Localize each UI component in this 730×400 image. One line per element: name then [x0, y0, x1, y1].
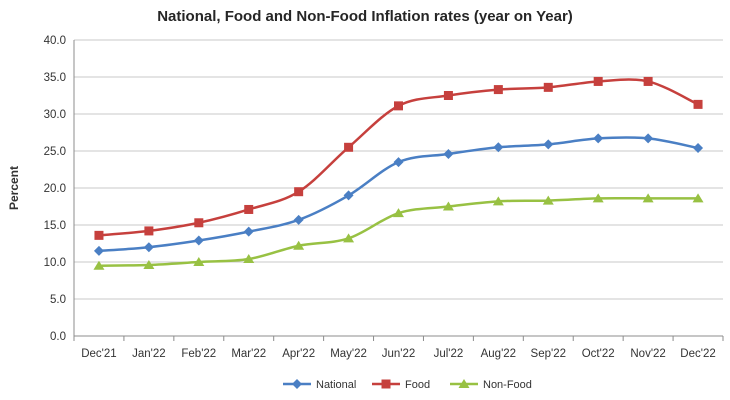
x-tick-label: Aug'22	[481, 348, 516, 360]
legend-marker	[458, 379, 470, 388]
series-food	[94, 76, 703, 240]
y-axis-label: Percent	[7, 166, 21, 210]
x-tick-label: Dec'22	[680, 348, 715, 360]
data-point-national	[343, 190, 354, 201]
data-point-national	[443, 148, 454, 159]
x-tick-label: Oct'22	[582, 348, 615, 360]
data-point-food	[693, 99, 703, 109]
data-point-national	[143, 242, 154, 253]
legend-marker	[381, 379, 391, 389]
data-point-non-food	[542, 195, 554, 205]
data-point-food	[394, 101, 403, 111]
legend-label: Non-Food	[483, 379, 532, 391]
series-line-national	[98, 136, 699, 253]
x-tick-label: Apr'22	[282, 348, 315, 360]
data-point-food	[643, 76, 653, 86]
data-point-national	[643, 133, 654, 144]
x-axis-ticks: Dec'21 Jan'22 Feb'22 Mar'22 Apr'22 May'22 Jun'…	[73, 336, 724, 360]
y-tick-label: 25.0	[44, 146, 66, 158]
data-point-non-food	[492, 196, 504, 206]
data-point-food	[144, 226, 154, 236]
data-point-non-food	[592, 193, 604, 203]
x-tick-label: Feb'22	[181, 348, 216, 360]
data-point-food	[543, 82, 553, 92]
data-point-food	[94, 230, 104, 240]
y-tick-label: 0.0	[50, 331, 66, 343]
x-tick-label: May'22	[330, 348, 367, 360]
x-tick-label: Dec'21	[81, 348, 116, 360]
data-point-national	[393, 157, 404, 168]
data-point-non-food	[393, 208, 404, 218]
y-tick-label: 30.0	[44, 109, 66, 121]
data-point-national	[593, 133, 604, 144]
x-tick-label: Jul'22	[434, 348, 464, 360]
data-point-food	[593, 76, 603, 86]
legend-item-non-food: Non-Food	[450, 379, 532, 391]
data-point-non-food	[143, 259, 155, 269]
legend-label: National	[316, 379, 356, 391]
chart-title: National, Food and Non-Food Inflation ra…	[157, 8, 573, 25]
y-tick-label: 20.0	[44, 183, 66, 195]
y-tick-label: 15.0	[44, 220, 66, 232]
data-point-food	[294, 187, 304, 197]
data-point-non-food	[692, 193, 704, 203]
x-tick-label: Nov'22	[630, 348, 665, 360]
data-point-non-food	[343, 233, 355, 243]
data-point-food	[493, 85, 503, 95]
data-point-non-food	[93, 260, 105, 270]
y-tick-label: 5.0	[50, 294, 66, 306]
data-point-national	[93, 245, 104, 256]
x-tick-label: Jun'22	[382, 348, 416, 360]
data-point-national	[543, 139, 554, 150]
data-point-national	[493, 142, 504, 153]
data-point-non-food	[243, 254, 255, 264]
data-point-non-food	[442, 201, 454, 211]
gridlines	[73, 39, 723, 337]
data-point-national	[243, 226, 254, 237]
data-point-national	[193, 235, 204, 246]
legend-label: Food	[405, 379, 430, 391]
series-group	[93, 76, 704, 270]
legend-item-food: Food	[372, 379, 430, 391]
data-point-national	[693, 143, 704, 154]
y-axis-ticks: 0.0 5.0 10.0 15.0 20.0 25.0 30.0 35.0 40.0	[44, 35, 66, 343]
data-point-non-food	[193, 257, 205, 266]
legend-marker	[292, 379, 302, 389]
data-point-non-food	[293, 240, 305, 250]
data-point-non-food	[642, 193, 654, 203]
x-tick-label: Mar'22	[231, 348, 266, 360]
data-point-food	[244, 204, 254, 214]
series-non-food	[93, 193, 704, 270]
x-tick-label: Jan'22	[132, 348, 166, 360]
y-tick-label: 10.0	[44, 257, 66, 269]
legend-item-national: National	[283, 379, 356, 391]
legend: National Food Non-Food	[283, 379, 532, 391]
series-national	[93, 133, 704, 256]
y-tick-label: 35.0	[44, 72, 66, 84]
x-tick-label: Sep'22	[531, 348, 566, 360]
data-point-food	[344, 142, 354, 152]
data-point-national	[293, 214, 304, 225]
data-point-food	[194, 218, 204, 228]
y-tick-label: 40.0	[44, 35, 66, 47]
data-point-food	[443, 91, 453, 100]
